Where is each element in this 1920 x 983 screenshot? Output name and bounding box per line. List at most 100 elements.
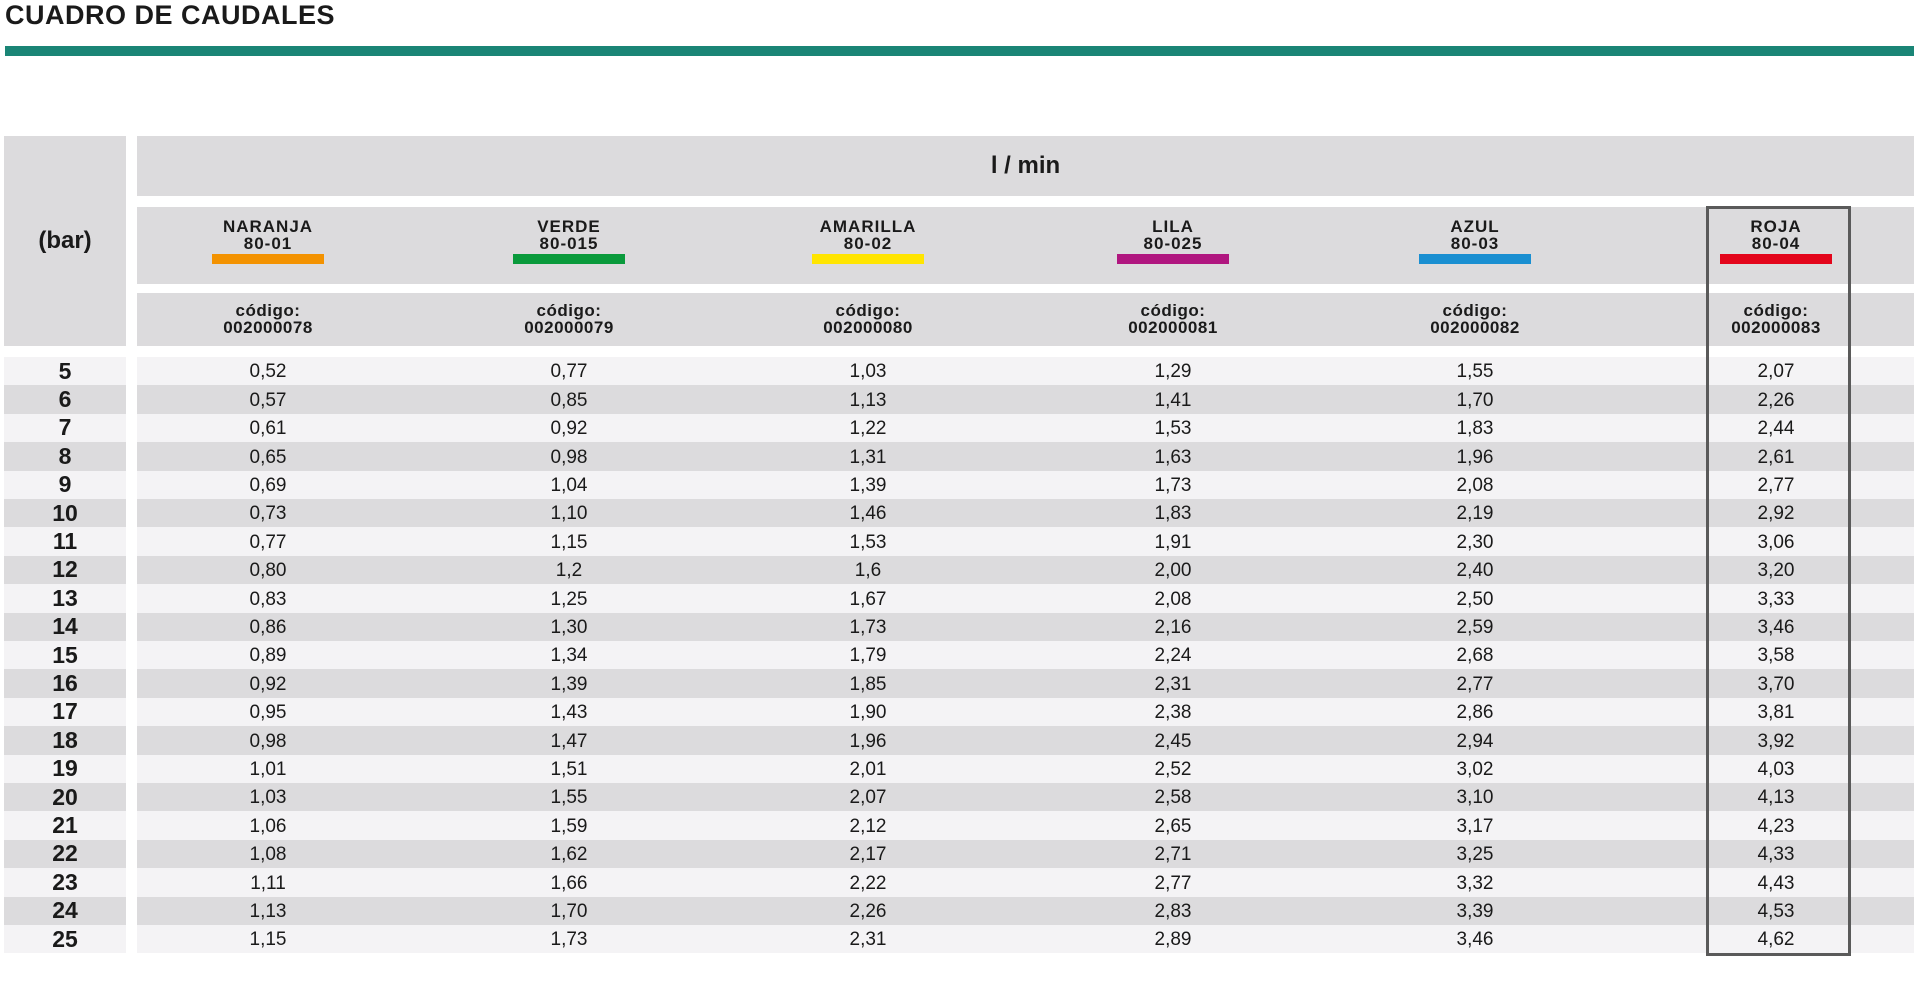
table-row: 13 0,83 1,25 1,67 2,08 2,50 3,33: [0, 584, 1920, 613]
flow-value-cell: 3,33: [1757, 588, 1795, 610]
flow-value-cell: 2,00: [1154, 560, 1192, 582]
table-row: 17 0,95 1,43 1,90 2,38 2,86 3,81: [0, 697, 1920, 727]
flow-value-cell: 1,39: [849, 474, 887, 496]
flow-value-cell: 2,71: [1154, 844, 1192, 866]
flow-value-cell: 3,02: [1456, 758, 1494, 780]
code-label: código:: [235, 301, 301, 320]
flow-value-cell: 0,98: [249, 730, 287, 752]
flow-value-cell: 1,11: [250, 872, 286, 894]
flow-value-cell: 3,10: [1456, 787, 1494, 809]
flow-value-cell: 2,58: [1154, 787, 1192, 809]
pressure-cell: 15: [4, 641, 126, 670]
flow-value-cell: 1,43: [550, 702, 588, 724]
row-band: [137, 357, 1914, 386]
flow-value-cell: 1,10: [550, 503, 588, 525]
flow-value-cell: 1,90: [849, 702, 887, 724]
flow-value-cell: 1,46: [849, 503, 887, 525]
flow-value-cell: 0,86: [249, 616, 287, 638]
nozzle-color-swatch: [1117, 254, 1229, 264]
flow-value-cell: 0,73: [249, 503, 287, 525]
flow-value-cell: 1,73: [1154, 474, 1192, 496]
row-band: [137, 527, 1914, 556]
flow-value-cell: 2,31: [849, 929, 887, 951]
flow-value-cell: 1,29: [1154, 361, 1192, 383]
flow-value-cell: 1,51: [550, 758, 588, 780]
flow-value-cell: 1,22: [849, 418, 887, 440]
flow-value-cell: 1,30: [550, 616, 588, 638]
flow-value-cell: 3,46: [1757, 616, 1795, 638]
nozzle-model: 80-01: [243, 234, 293, 253]
code-label: código:: [835, 301, 901, 320]
flow-value-cell: 1,83: [1456, 418, 1494, 440]
flow-value-cell: 2,26: [849, 900, 887, 922]
flow-value-cell: 3,06: [1757, 531, 1795, 553]
flow-value-cell: 0,77: [249, 531, 287, 553]
row-band: [137, 925, 1914, 954]
flow-value-cell: 2,16: [1154, 616, 1192, 638]
flow-value-cell: 2,92: [1757, 503, 1795, 525]
pressure-cell: 17: [4, 697, 126, 727]
flow-value-cell: 1,13: [849, 389, 887, 411]
flow-value-cell: 2,08: [1456, 474, 1494, 496]
flow-value-cell: 1,79: [849, 645, 887, 667]
row-band: [137, 612, 1914, 641]
pressure-cell: 12: [4, 555, 126, 585]
nozzle-name: AZUL: [1450, 217, 1500, 236]
flow-value-cell: 4,13: [1757, 787, 1795, 809]
table-row: 19 1,01 1,51 2,01 2,52 3,02 4,03: [0, 754, 1920, 783]
flow-value-cell: 2,59: [1456, 616, 1494, 638]
flow-unit-header: l / min: [137, 136, 1914, 196]
flow-value-cell: 1,03: [849, 361, 887, 383]
flow-value-cell: 4,53: [1757, 900, 1795, 922]
row-band: [137, 726, 1914, 755]
row-band: [137, 413, 1914, 443]
code-value: 002000078: [223, 318, 313, 337]
flow-value-cell: 1,31: [849, 446, 887, 468]
nozzle-name: LILA: [1152, 217, 1194, 236]
flow-value-cell: 1,34: [550, 645, 588, 667]
flow-value-cell: 0,95: [249, 702, 287, 724]
flow-value-cell: 1,6: [854, 560, 882, 582]
nozzle-header-amarilla: AMARILLA 80-02: [748, 207, 988, 284]
flow-value-cell: 0,89: [249, 645, 287, 667]
nozzle-header-row: NARANJA 80-01 VERDE 80-015 AMARILLA 80-02 LILA…: [137, 207, 1914, 284]
nozzle-name: ROJA: [1750, 217, 1802, 236]
code-header-lila: código: 002000081: [1053, 293, 1293, 346]
flow-value-cell: 2,22: [849, 872, 887, 894]
code-header-amarilla: código: 002000080: [748, 293, 988, 346]
pressure-cell: 19: [4, 754, 126, 783]
flow-value-cell: 0,92: [550, 418, 588, 440]
flow-value-cell: 3,32: [1456, 872, 1494, 894]
row-band: [137, 499, 1914, 528]
nozzle-color-swatch: [812, 254, 924, 264]
nozzle-header-azul: AZUL 80-03: [1355, 207, 1595, 284]
code-value: 002000079: [524, 318, 614, 337]
pressure-cell: 13: [4, 584, 126, 613]
nozzle-model: 80-02: [843, 234, 893, 253]
flow-value-cell: 3,17: [1456, 815, 1494, 837]
flow-value-cell: 1,96: [1456, 446, 1494, 468]
row-band: [137, 697, 1914, 727]
code-header-row: código: 002000078 código: 002000079 código: 0…: [137, 293, 1914, 346]
table-row: 23 1,11 1,66 2,22 2,77 3,32 4,43: [0, 868, 1920, 897]
flow-value-cell: 0,69: [249, 474, 287, 496]
nozzle-name: VERDE: [537, 217, 601, 236]
flow-value-cell: 2,77: [1154, 872, 1192, 894]
flow-value-cell: 2,89: [1154, 929, 1192, 951]
flow-value-cell: 1,06: [249, 815, 287, 837]
flow-value-cell: 0,65: [249, 446, 287, 468]
table-row: 24 1,13 1,70 2,26 2,83 3,39 4,53: [0, 896, 1920, 925]
flow-value-cell: 2,65: [1154, 815, 1192, 837]
flow-value-cell: 1,70: [550, 900, 588, 922]
flow-value-cell: 1,15: [550, 531, 588, 553]
flow-value-cell: 1,01: [249, 758, 287, 780]
flow-value-cell: 1,73: [849, 616, 887, 638]
pressure-cell: 25: [4, 925, 126, 954]
flow-value-cell: 2,24: [1154, 645, 1192, 667]
flow-value-cell: 0,98: [550, 446, 588, 468]
code-label: código:: [1743, 301, 1809, 320]
flow-value-cell: 3,70: [1757, 673, 1795, 695]
flow-value-cell: 1,25: [550, 588, 588, 610]
flow-value-cell: 2,30: [1456, 531, 1494, 553]
table-row: 14 0,86 1,30 1,73 2,16 2,59 3,46: [0, 612, 1920, 641]
